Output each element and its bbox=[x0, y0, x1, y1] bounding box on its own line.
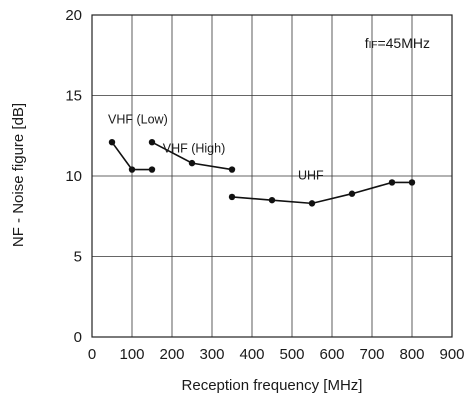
y-tick-label: 10 bbox=[65, 168, 82, 185]
data-point bbox=[348, 190, 356, 197]
y-axis-label: NF - Noise figure [dB] bbox=[10, 103, 27, 247]
series-annotations: VHF (Low) VHF (High) UHF bbox=[108, 112, 324, 182]
x-tick-label: 700 bbox=[359, 346, 384, 363]
x-tick-label: 100 bbox=[119, 346, 144, 363]
condition-main: f bbox=[365, 35, 369, 51]
x-axis-label: Reception frequency [MHz] bbox=[182, 377, 363, 394]
x-tick-label: 300 bbox=[199, 346, 224, 363]
plot-frame bbox=[91, 14, 453, 338]
data-point bbox=[268, 196, 276, 204]
series-layer bbox=[108, 138, 416, 207]
x-tick-label: 200 bbox=[159, 346, 184, 363]
series-annotation: UHF bbox=[298, 168, 324, 182]
data-point bbox=[148, 166, 156, 173]
data-point bbox=[148, 138, 156, 146]
x-tick-label: 800 bbox=[399, 346, 424, 363]
grid-lines bbox=[92, 15, 452, 337]
data-point bbox=[408, 179, 416, 186]
y-tick-label: 5 bbox=[74, 249, 82, 266]
series-annotation: VHF (High) bbox=[163, 142, 226, 156]
data-point bbox=[228, 193, 236, 201]
y-tick-label: 15 bbox=[65, 88, 82, 105]
tick-labels: 0 100 200 300 400 500 600 700 800 900 0 5 10 15 20 bbox=[65, 7, 464, 363]
y-tick-label: 20 bbox=[65, 7, 82, 24]
data-point bbox=[308, 200, 316, 207]
condition-rest: =45MHz bbox=[377, 35, 430, 51]
plot-border bbox=[91, 14, 453, 338]
condition-subscript: IF bbox=[369, 40, 378, 51]
series-annotation: VHF (Low) bbox=[108, 112, 168, 126]
x-tick-label: 400 bbox=[239, 346, 264, 363]
x-tick-label: 600 bbox=[319, 346, 344, 363]
data-point bbox=[228, 166, 236, 173]
x-tick-label: 900 bbox=[439, 346, 464, 363]
data-point bbox=[388, 179, 396, 186]
x-tick-label: 500 bbox=[279, 346, 304, 363]
x-tick-label: 0 bbox=[88, 346, 96, 363]
condition-label: fIF=45MHz bbox=[365, 35, 430, 51]
data-point bbox=[128, 166, 136, 173]
y-tick-label: 0 bbox=[74, 329, 82, 346]
data-point bbox=[108, 138, 116, 146]
series-line bbox=[231, 181, 412, 205]
data-point bbox=[188, 159, 196, 167]
